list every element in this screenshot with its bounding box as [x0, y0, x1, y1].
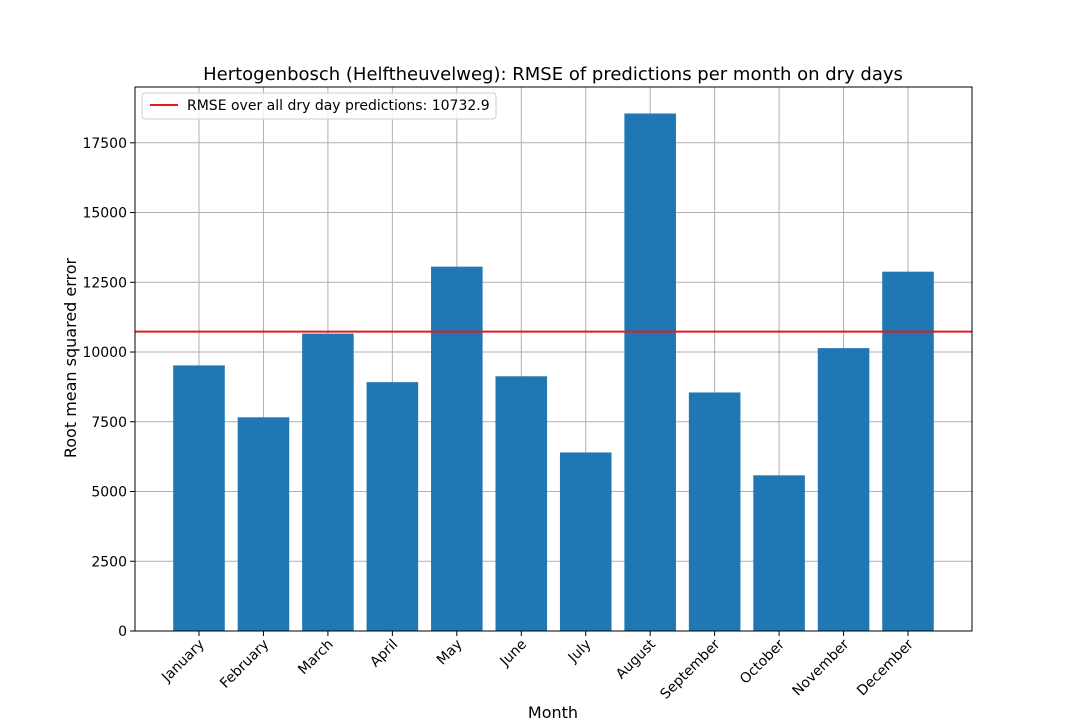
bar-may	[431, 266, 483, 631]
y-axis-label: Root mean squared error	[61, 257, 80, 458]
x-tick-label: September	[657, 636, 723, 702]
x-tick-label: March	[295, 637, 336, 678]
x-tick-label: December	[854, 636, 917, 699]
x-tick-label: January	[158, 637, 208, 687]
bar-july	[559, 452, 612, 631]
legend-label: RMSE over all dry day predictions: 10732…	[187, 98, 490, 114]
y-axis-ticks: 0 2500 5000 7500 10000 12500 15000 17500	[82, 136, 135, 640]
y-tick-label: 2500	[91, 554, 127, 570]
x-tick-label: August	[613, 636, 659, 682]
y-tick-label: 10000	[82, 345, 127, 361]
x-axis-label: Month	[528, 703, 578, 720]
legend: RMSE over all dry day predictions: 10732…	[141, 92, 497, 120]
bar-october	[753, 475, 805, 631]
y-tick-label: 17500	[82, 136, 127, 152]
y-tick-label: 12500	[82, 275, 127, 291]
x-tick-label: April	[367, 637, 401, 671]
bar-february	[237, 417, 290, 631]
chart-title: Hertogenbosch (Helftheuvelweg): RMSE of …	[203, 64, 903, 85]
y-tick-label: 15000	[82, 206, 127, 222]
y-tick-label: 7500	[91, 415, 127, 431]
bar-june	[495, 376, 548, 631]
x-tick-label: May	[434, 637, 466, 669]
x-tick-label: July	[565, 637, 595, 667]
legend-box	[141, 92, 497, 120]
y-tick-label: 0	[118, 624, 127, 640]
bar-november	[817, 348, 870, 631]
bar-march	[302, 333, 354, 631]
x-tick-label: November	[790, 636, 853, 699]
bars	[173, 113, 934, 631]
bar-september	[688, 392, 741, 631]
plot-frame	[134, 86, 973, 632]
y-tick-label: 5000	[91, 485, 127, 501]
x-tick-label: February	[217, 637, 272, 692]
bar-april	[366, 382, 419, 631]
x-axis-ticks: January February March April May June July Augu…	[158, 631, 917, 703]
bar-august	[624, 113, 676, 631]
bar-december	[882, 271, 934, 631]
x-tick-label: June	[497, 637, 531, 671]
bar-january	[173, 365, 225, 631]
x-tick-label: October	[737, 636, 788, 687]
